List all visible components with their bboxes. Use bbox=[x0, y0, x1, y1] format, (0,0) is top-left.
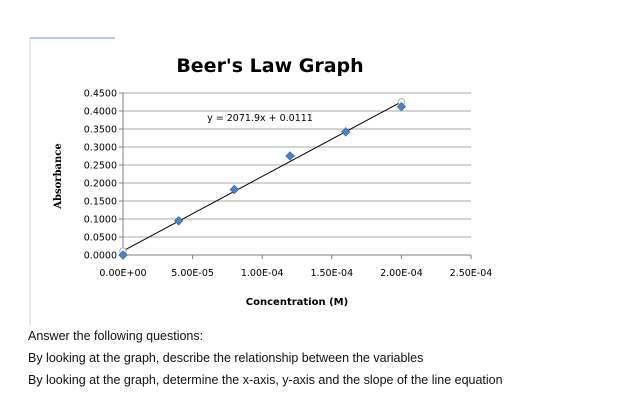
data-point bbox=[173, 216, 184, 226]
data-point bbox=[340, 127, 351, 137]
trendline bbox=[122, 101, 402, 252]
question-2: By looking at the graph, determine the x… bbox=[28, 373, 503, 387]
trendline-equation: y = 2071.9x + 0.0111 bbox=[207, 113, 313, 124]
y-tick-label: 0.2500 bbox=[84, 161, 117, 172]
data-point bbox=[118, 250, 128, 260]
questions-heading: Answer the following questions: bbox=[28, 329, 204, 343]
y-tick-label: 0.1500 bbox=[84, 197, 117, 208]
beers-law-chart: Beer's Law Graph Concentration (M) Absor… bbox=[29, 37, 492, 325]
y-tick-label: 0.4500 bbox=[84, 89, 117, 100]
y-tick-label: 0.1000 bbox=[84, 215, 117, 226]
y-tick-label: 0.0000 bbox=[84, 251, 117, 262]
y-tick-label: 0.3000 bbox=[84, 143, 117, 154]
x-tick-label: 5.00E-05 bbox=[171, 268, 214, 279]
x-axis-label: Concentration (M) bbox=[246, 297, 348, 308]
chart-area: Beer's Law Graph Concentration (M) Absor… bbox=[29, 37, 492, 325]
x-tick-label: 0.00E+00 bbox=[99, 268, 146, 279]
data-point bbox=[229, 184, 240, 195]
y-tick-label: 0.4000 bbox=[84, 107, 117, 118]
x-tick-label: 2.50E-04 bbox=[450, 268, 493, 279]
y-axis-label: Absorbance bbox=[53, 143, 64, 210]
y-tick-labels: 0.0000 0.0500 0.1000 0.1500 0.2000 0.2500 0.30… bbox=[84, 89, 117, 262]
data-point bbox=[396, 101, 407, 112]
data-points bbox=[118, 101, 407, 260]
data-point bbox=[285, 151, 295, 161]
y-tick-label: 0.0500 bbox=[84, 233, 117, 244]
question-1: By looking at the graph, describe the re… bbox=[28, 351, 424, 365]
x-tick-label: 1.00E-04 bbox=[241, 268, 284, 279]
y-tick-label: 0.2000 bbox=[84, 179, 117, 190]
chart-title: Beer's Law Graph bbox=[176, 55, 363, 77]
x-tick-label: 2.00E-04 bbox=[380, 268, 423, 279]
y-tick-label: 0.3500 bbox=[84, 125, 117, 136]
x-tick-label: 1.50E-04 bbox=[310, 268, 353, 279]
x-tick-labels: 0.00E+00 5.00E-05 1.00E-04 1.50E-04 2.00E-04… bbox=[99, 268, 492, 279]
